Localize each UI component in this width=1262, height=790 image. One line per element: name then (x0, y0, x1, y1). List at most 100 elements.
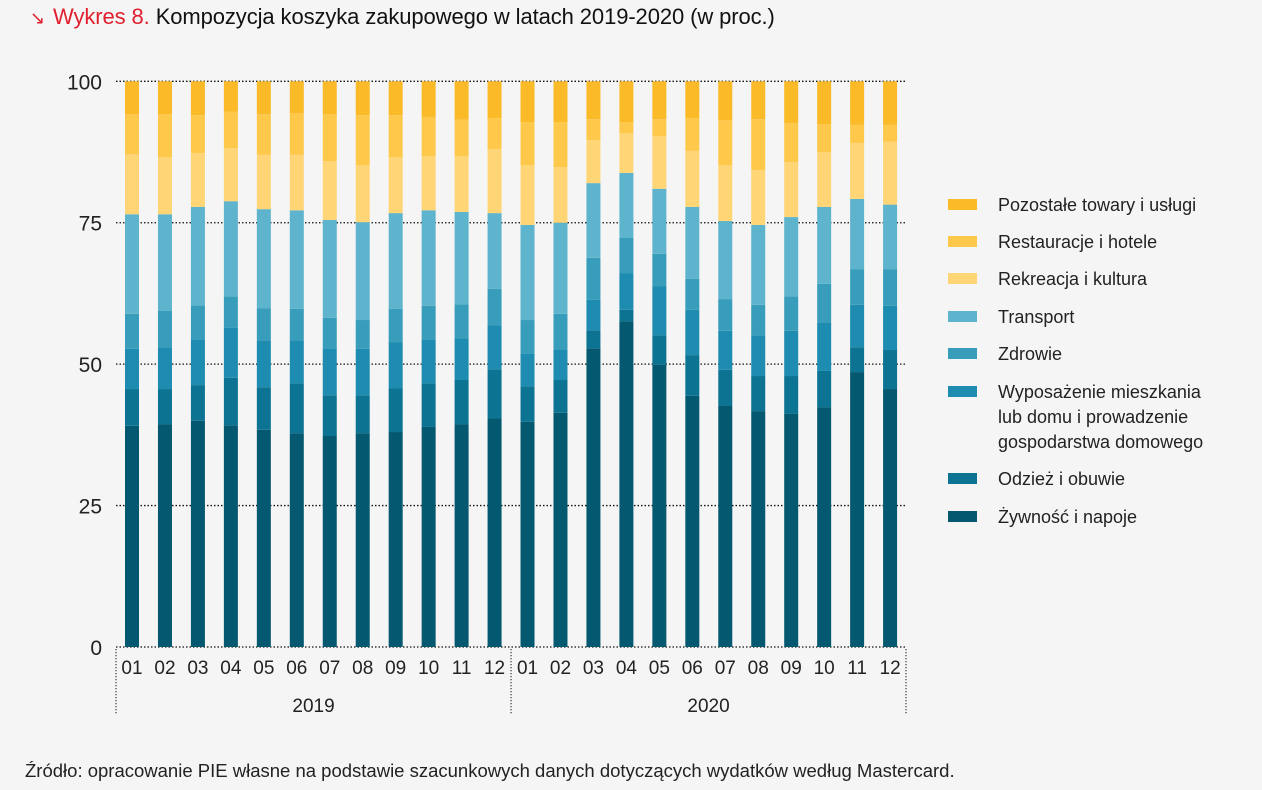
bar-segment (553, 313, 568, 351)
bar-segment (388, 213, 403, 309)
legend-swatch (948, 199, 977, 210)
bar-segment (388, 308, 403, 343)
bar-segment (322, 81, 337, 115)
bar-segment (652, 335, 667, 365)
bar-segment (817, 407, 832, 647)
bar-segment (256, 308, 271, 341)
bar-segment (520, 122, 535, 166)
bar-segment (125, 114, 139, 155)
bar-segment (454, 119, 469, 156)
bar-stack (850, 81, 865, 647)
bar-stack (652, 81, 667, 647)
bar-segment (817, 152, 832, 207)
bar-segment (520, 386, 535, 422)
bar-segment (850, 198, 865, 270)
chart-title: ↘ Wykres 8. Kompozycja koszyka zakupowego… (30, 4, 775, 30)
bar-stack (125, 81, 139, 647)
bar-segment (454, 155, 469, 212)
bar-segment (289, 308, 304, 341)
bar-segment (157, 424, 172, 647)
bar-segment (817, 370, 832, 408)
bar-segment (685, 150, 700, 207)
y-tick-label: 75 (79, 213, 102, 236)
bar-segment (190, 115, 205, 154)
bar-segment (718, 406, 733, 647)
x-tick-label: 12 (484, 658, 505, 679)
bar-segment (157, 389, 172, 425)
bar-segment (817, 283, 832, 323)
bar-segment (883, 81, 898, 125)
bar-segment (718, 369, 733, 407)
legend-swatch (948, 511, 977, 522)
bar-segment (454, 338, 469, 380)
bar-segment (883, 350, 898, 390)
bar-segment (355, 165, 370, 223)
source-note: Źródło: opracowanie PIE własne na podsta… (25, 760, 955, 781)
x-tick-label: 09 (385, 658, 406, 679)
bar-segment (850, 142, 865, 199)
legend-item: Transport (948, 305, 1074, 330)
x-tick-label: 09 (781, 658, 802, 679)
bar-segment (125, 348, 139, 390)
bar-segment (784, 413, 799, 647)
bar-segment (685, 278, 700, 310)
x-group-label: 2019 (292, 696, 334, 717)
bar-segment (784, 81, 799, 124)
bar-segment (223, 201, 238, 297)
bar-segment (125, 214, 139, 314)
legend-swatch (948, 273, 977, 284)
bar-segment (685, 355, 700, 396)
bar-segment (553, 167, 568, 223)
bar-segment (223, 377, 238, 426)
bar-segment (289, 340, 304, 384)
bar-segment (125, 389, 139, 426)
bar-segment (421, 81, 436, 117)
bar-segment (223, 425, 238, 647)
bar-segment (421, 383, 436, 427)
bar-segment (619, 172, 634, 238)
bar-segment (322, 114, 337, 162)
x-tick-label: 11 (847, 658, 867, 679)
bar-segment (454, 304, 469, 339)
chart-number-label: Wykres 8. (52, 4, 150, 29)
bar-segment (355, 81, 370, 116)
bar-segment (784, 162, 799, 218)
x-tick-label: 05 (253, 658, 274, 679)
bar-stack (487, 81, 502, 647)
bar-stack (454, 81, 469, 647)
bar-segment (553, 412, 568, 647)
bar-segment (355, 395, 370, 434)
legend-item: Odzież i obuwie (948, 467, 1125, 492)
bar-stack (553, 81, 568, 647)
bar-segment (718, 120, 733, 166)
bar-segment (388, 81, 403, 116)
bar-segment (256, 154, 271, 210)
bar-segment (652, 286, 667, 336)
bar-segment (157, 310, 172, 348)
bar-segment (157, 347, 172, 390)
x-tick-label: 01 (121, 658, 142, 679)
y-axis-ticks: 0 25 50 75 100 (67, 71, 102, 660)
legend-label: Rekreacja i kultura (998, 269, 1148, 289)
bar-segment (520, 320, 535, 354)
bar-segment (784, 376, 799, 414)
bar-segment (355, 115, 370, 166)
bar-segment (619, 321, 634, 647)
legend-item: Restauracje i hotele (948, 230, 1157, 255)
y-tick-label: 50 (79, 354, 102, 377)
bar-stack (190, 81, 205, 647)
bar-segment (388, 157, 403, 214)
x-tick-label: 06 (286, 658, 307, 679)
bar-segment (322, 435, 337, 647)
bar-segment (190, 81, 205, 116)
bar-segment (850, 269, 865, 305)
bar-segment (256, 429, 271, 647)
bar-stack (355, 81, 370, 647)
x-tick-label: 05 (649, 658, 670, 679)
bar-segment (553, 222, 568, 314)
bar-stack (883, 81, 898, 647)
x-tick-label: 01 (517, 658, 538, 679)
bar-segment (586, 183, 601, 258)
legend-item: Pozostałe towary i usługi (948, 193, 1196, 218)
bar-segment (652, 253, 667, 287)
